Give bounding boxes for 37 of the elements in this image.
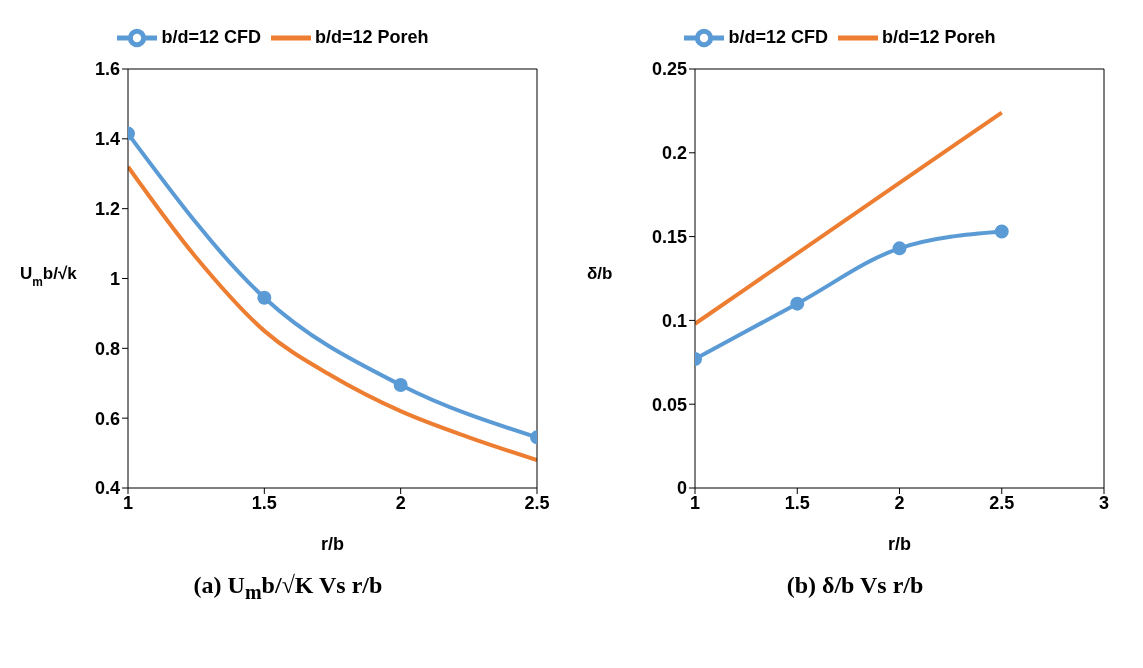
x-tick-label: 2 xyxy=(395,492,406,513)
x-tick-label: 2.5 xyxy=(524,492,550,513)
x-tick-label: 2 xyxy=(894,492,905,513)
y-tick-label: 0.4 xyxy=(94,478,120,499)
x-tick-label: 1 xyxy=(689,492,701,513)
legend-label: b/d=12 CFD xyxy=(161,26,261,47)
legend-label: b/d=12 Poreh xyxy=(314,26,429,47)
y-axis-title: δ/b xyxy=(587,263,613,283)
y-tick-label: 1 xyxy=(109,268,120,289)
y-tick-label: 0 xyxy=(676,478,687,499)
y-tick-label: 0.15 xyxy=(651,226,687,247)
y-tick-label: 0.25 xyxy=(651,59,687,80)
x-axis-title: r/b xyxy=(887,534,912,554)
legend-label: b/d=12 Poreh xyxy=(881,26,996,47)
y-tick-label: 0.8 xyxy=(94,338,120,359)
x-tick-label: 1.5 xyxy=(784,492,810,513)
x-tick-label: 1 xyxy=(122,492,134,513)
line-series xyxy=(128,164,537,463)
x-tick-label: 3 xyxy=(1098,492,1110,513)
y-tick-label: 0.05 xyxy=(651,394,687,415)
point xyxy=(994,224,1009,239)
point xyxy=(790,296,805,311)
line-series xyxy=(695,110,1004,326)
y-tick-label: 0.6 xyxy=(94,408,120,429)
point xyxy=(892,241,907,256)
y-tick-label: 1.4 xyxy=(94,129,120,150)
x-axis-title: r/b xyxy=(320,534,345,554)
y-tick-label: 0.1 xyxy=(661,310,687,331)
text: (b) δ/b Vs r/b xyxy=(786,572,924,599)
y-tick-label: 1.2 xyxy=(94,199,120,220)
y-axis-title: U$_{m}$b/√k xyxy=(20,263,78,289)
x-tick-label: 1.5 xyxy=(251,492,277,513)
text: (a) U$_{m}$b/√K Vs r/b xyxy=(193,572,383,604)
legend-label: b/d=12 CFD xyxy=(728,26,828,47)
x-tick-label: 2.5 xyxy=(989,492,1015,513)
y-tick-label: 0.2 xyxy=(661,143,687,164)
y-tick-label: 1.6 xyxy=(94,59,120,80)
